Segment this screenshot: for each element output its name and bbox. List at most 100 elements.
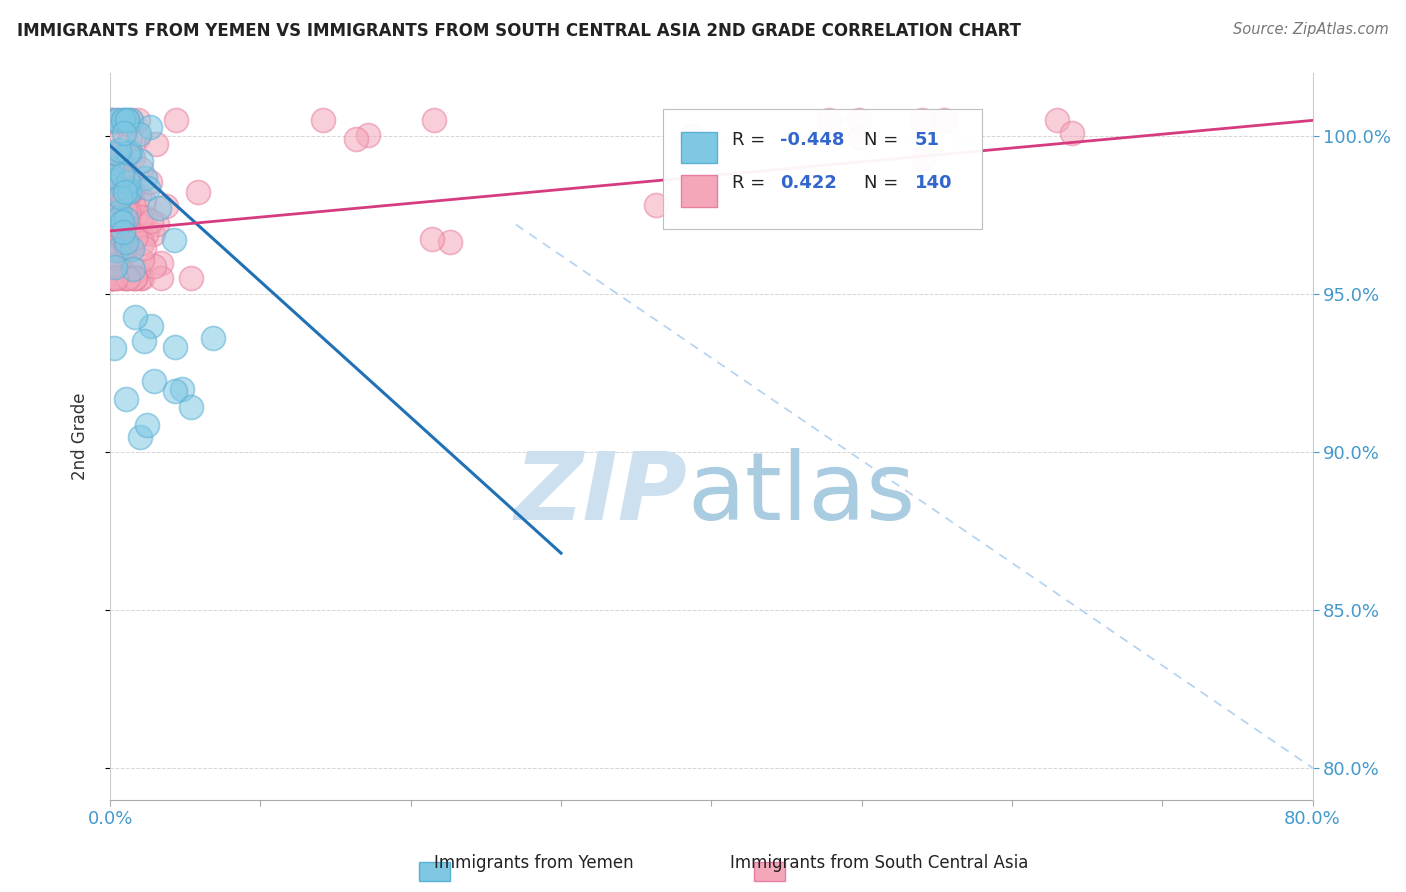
Point xyxy=(121,184,143,198)
Bar xyxy=(754,862,785,881)
Point xyxy=(1046,113,1069,128)
Point xyxy=(139,318,162,333)
Point xyxy=(115,113,138,128)
Point xyxy=(100,211,122,225)
Point xyxy=(108,241,131,255)
Point xyxy=(150,271,173,285)
Text: IMMIGRANTS FROM YEMEN VS IMMIGRANTS FROM SOUTH CENTRAL ASIA 2ND GRADE CORRELATIO: IMMIGRANTS FROM YEMEN VS IMMIGRANTS FROM… xyxy=(17,22,1021,40)
Point xyxy=(132,241,155,255)
Point xyxy=(129,429,152,443)
Point xyxy=(112,161,135,175)
Point xyxy=(104,260,127,274)
Point xyxy=(122,150,145,164)
Point xyxy=(848,113,870,128)
Point xyxy=(115,204,138,219)
Point xyxy=(111,233,134,247)
Point xyxy=(423,113,446,128)
Point xyxy=(118,207,141,221)
Point xyxy=(104,217,127,231)
Point xyxy=(420,232,443,246)
Point xyxy=(110,252,132,267)
Point xyxy=(103,115,125,129)
Point xyxy=(118,183,141,197)
Point xyxy=(100,113,122,128)
Point xyxy=(124,271,146,285)
Point xyxy=(101,210,124,224)
Point xyxy=(118,219,141,233)
Text: 0.422: 0.422 xyxy=(780,175,837,193)
Point xyxy=(346,132,368,146)
Point xyxy=(100,266,122,280)
Point xyxy=(104,190,127,204)
Point xyxy=(117,171,139,186)
Point xyxy=(1062,126,1084,140)
Point xyxy=(932,113,955,128)
Point xyxy=(180,271,202,285)
Point xyxy=(128,271,150,285)
Point xyxy=(112,194,135,208)
Point xyxy=(131,235,153,250)
Text: atlas: atlas xyxy=(688,449,915,541)
Point xyxy=(142,260,165,274)
Point xyxy=(143,374,166,388)
Point xyxy=(103,161,125,176)
Point xyxy=(101,271,124,285)
FancyBboxPatch shape xyxy=(664,110,981,229)
Point xyxy=(122,262,145,277)
Point xyxy=(101,161,124,175)
Point xyxy=(135,227,157,241)
Point xyxy=(103,184,125,198)
Point xyxy=(682,129,704,144)
Point xyxy=(105,257,128,271)
Point xyxy=(105,145,128,160)
Point xyxy=(100,176,122,190)
Point xyxy=(103,178,125,193)
Point xyxy=(104,222,127,236)
Point xyxy=(104,195,127,210)
Text: 51: 51 xyxy=(914,131,939,149)
Point xyxy=(101,239,124,253)
Bar xyxy=(682,175,717,207)
Point xyxy=(100,194,122,208)
Point xyxy=(114,203,136,218)
Point xyxy=(150,256,173,270)
Point xyxy=(148,202,170,216)
Point xyxy=(103,341,125,355)
Point xyxy=(104,221,127,235)
Point xyxy=(101,248,124,262)
Point xyxy=(110,187,132,202)
Point xyxy=(180,400,202,414)
Point xyxy=(120,145,142,160)
Point xyxy=(136,180,159,194)
Point xyxy=(202,331,225,345)
Text: Immigrants from South Central Asia: Immigrants from South Central Asia xyxy=(730,855,1028,872)
Point xyxy=(127,113,149,128)
Point xyxy=(118,200,141,214)
Point xyxy=(122,271,145,285)
Point xyxy=(101,161,124,176)
Point xyxy=(142,227,165,241)
Point xyxy=(120,113,142,128)
Point xyxy=(146,217,169,231)
Point xyxy=(100,156,122,170)
Point xyxy=(105,203,128,218)
Point xyxy=(117,271,139,285)
Point xyxy=(110,230,132,244)
Point xyxy=(911,151,934,165)
Text: R =: R = xyxy=(731,175,770,193)
Point xyxy=(134,210,156,224)
Text: R =: R = xyxy=(731,131,770,149)
Point xyxy=(100,120,122,135)
Point xyxy=(125,263,148,277)
Point xyxy=(108,152,131,166)
Point xyxy=(139,214,162,228)
Point xyxy=(120,131,142,145)
Text: Immigrants from Yemen: Immigrants from Yemen xyxy=(434,855,634,872)
Point xyxy=(100,148,122,162)
Point xyxy=(911,113,934,128)
Point xyxy=(101,251,124,265)
Point xyxy=(101,249,124,263)
Point xyxy=(107,180,129,194)
Point xyxy=(101,113,124,128)
Point xyxy=(115,190,138,204)
